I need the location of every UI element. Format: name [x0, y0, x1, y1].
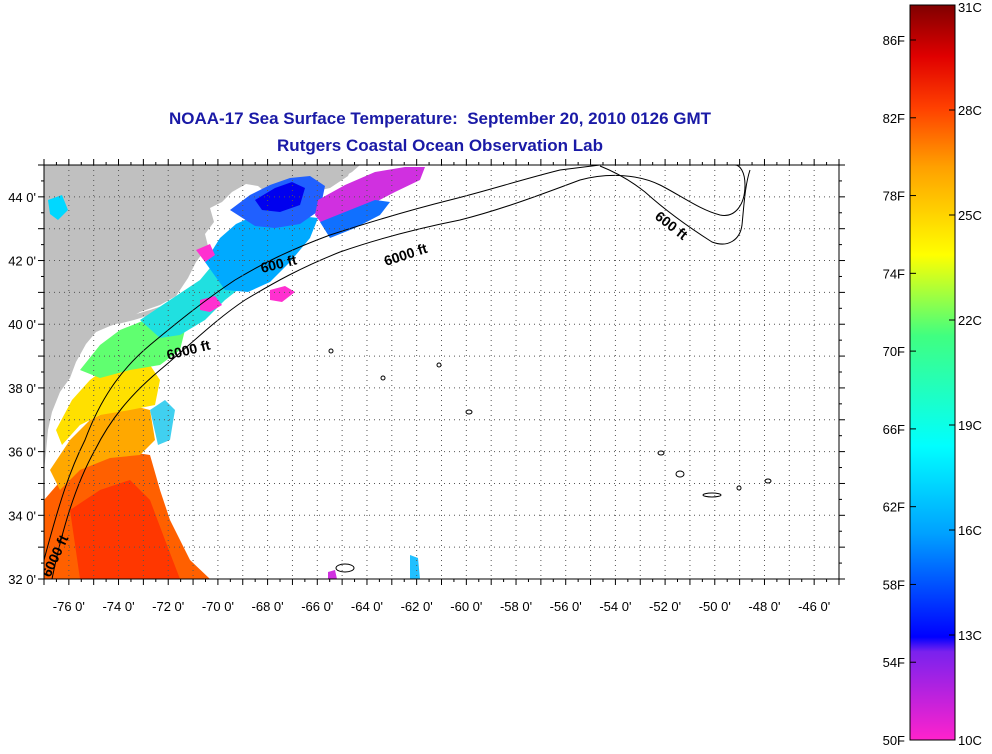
colorbar-f-label: 74F: [883, 266, 905, 281]
latitude-tick-label: 44 0': [8, 190, 36, 205]
colorbar-f-label: 66F: [883, 422, 905, 437]
grid-lines: [44, 165, 839, 579]
longitude-tick-label: -56 0': [550, 599, 582, 614]
latitude-tick-label: 38 0': [8, 381, 36, 396]
longitude-axis-labels: -76 0' -74 0' -72 0' -70 0' -68 0' -66 0' -64 …: [53, 599, 830, 614]
longitude-tick-label: -74 0': [102, 599, 134, 614]
longitude-tick-label: -52 0': [649, 599, 681, 614]
longitude-tick-label: -64 0': [351, 599, 383, 614]
latitude-axis-labels: 44 0' 42 0' 40 0' 38 0' 36 0' 34 0' 32 0': [8, 190, 36, 587]
axis-ticks: [38, 159, 845, 585]
long-island: [116, 304, 168, 324]
longitude-tick-label: -72 0': [152, 599, 184, 614]
colorbar-f-label: 62F: [883, 500, 905, 515]
latitude-tick-label: 40 0': [8, 317, 36, 332]
colorbar-c-label: 25C: [958, 208, 982, 223]
latitude-tick-label: 34 0': [8, 508, 36, 523]
colorbar-f-label: 86F: [883, 33, 905, 48]
colorbar: [909, 4, 956, 741]
longitude-tick-label: -60 0': [450, 599, 482, 614]
latitude-tick-label: 36 0': [8, 445, 36, 460]
colorbar-f-label: 58F: [883, 577, 905, 592]
colorbar-c-label: 19C: [958, 418, 982, 433]
latitude-tick-label: 32 0': [8, 572, 36, 587]
map-title: NOAA-17 Sea Surface Temperature: Septemb…: [168, 109, 712, 128]
longitude-tick-label: -62 0': [401, 599, 433, 614]
longitude-tick-label: -70 0': [202, 599, 234, 614]
colorbar-f-label: 82F: [883, 111, 905, 126]
colorbar-f-label: 50F: [883, 733, 905, 748]
colorbar-celsius-labels: 31C 28C 25C 22C 19C 16C 13C 10C: [949, 0, 982, 748]
colorbar-c-label: 31C: [958, 0, 982, 15]
colorbar-c-label: 16C: [958, 523, 982, 538]
longitude-tick-label: -76 0': [53, 599, 85, 614]
land-mass: [44, 165, 360, 470]
colorbar-f-label: 54F: [883, 655, 905, 670]
colorbar-f-label: 70F: [883, 344, 905, 359]
colorbar-c-label: 10C: [958, 733, 982, 748]
longitude-tick-label: -48 0': [748, 599, 780, 614]
colorbar-fahrenheit-labels: 86F 82F 78F 74F 70F 66F 62F 58F 54F 50F: [883, 33, 916, 748]
map-subtitle: Rutgers Coastal Ocean Observation Lab: [277, 136, 603, 155]
colorbar-f-label: 78F: [883, 189, 905, 204]
colorbar-c-label: 28C: [958, 103, 982, 118]
longitude-tick-label: -66 0': [301, 599, 333, 614]
longitude-tick-label: -58 0': [500, 599, 532, 614]
longitude-tick-label: -54 0': [599, 599, 631, 614]
longitude-tick-label: -46 0': [798, 599, 830, 614]
colorbar-c-label: 22C: [958, 313, 982, 328]
longitude-tick-label: -50 0': [699, 599, 731, 614]
longitude-tick-label: -68 0': [252, 599, 284, 614]
sst-swath: [44, 167, 425, 579]
colorbar-c-label: 13C: [958, 628, 982, 643]
latitude-tick-label: 42 0': [8, 254, 36, 269]
